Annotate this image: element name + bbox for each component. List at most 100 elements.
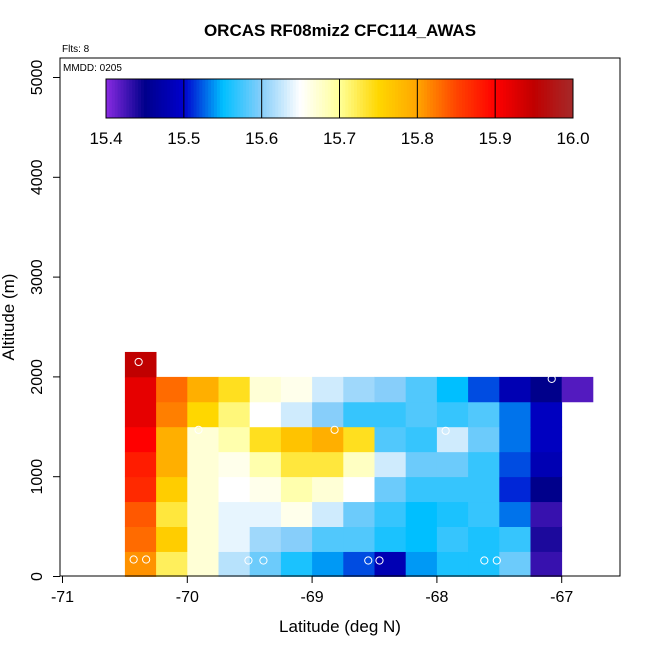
colorbar-swatch bbox=[316, 79, 320, 118]
heatmap-cell bbox=[499, 551, 531, 577]
colorbar-swatch bbox=[249, 79, 253, 118]
colorbar-swatch bbox=[403, 79, 408, 118]
colorbar-swatch bbox=[351, 79, 355, 118]
colorbar-swatch bbox=[178, 79, 183, 118]
heatmap-cell bbox=[187, 376, 219, 403]
colorbar-swatch bbox=[114, 79, 119, 118]
heatmap-cell bbox=[312, 501, 344, 527]
heatmap-cell bbox=[187, 551, 219, 577]
colorbar-swatch bbox=[199, 79, 203, 118]
heatmap-cell bbox=[249, 526, 282, 552]
heatmap-cell bbox=[249, 551, 282, 577]
heatmap-cell bbox=[312, 451, 344, 478]
heatmap-cell bbox=[187, 476, 219, 503]
colorbar-swatch bbox=[389, 79, 393, 118]
colorbar-swatch bbox=[126, 79, 130, 118]
heatmap-cell bbox=[124, 376, 157, 403]
colorbar-swatch bbox=[432, 79, 437, 118]
colorbar-tick-label: 15.5 bbox=[167, 129, 200, 148]
heatmap-cell bbox=[156, 376, 188, 403]
y-tick-label: 2000 bbox=[29, 359, 46, 395]
heatmap-cell bbox=[343, 451, 375, 478]
colorbar-tick-label: 15.7 bbox=[323, 129, 356, 148]
heatmap-cell bbox=[468, 526, 500, 552]
x-axis-label: Latitude (deg N) bbox=[279, 617, 401, 636]
colorbar-swatch bbox=[190, 79, 195, 118]
heatmap-cell bbox=[561, 376, 594, 403]
heatmap-cell bbox=[156, 451, 188, 478]
colorbar-swatch bbox=[543, 79, 548, 118]
chart-title: ORCAS RF08miz2 CFC114_AWAS bbox=[204, 21, 476, 40]
colorbar-swatch bbox=[298, 79, 303, 118]
colorbar-swatch bbox=[485, 79, 489, 118]
colorbar-swatch bbox=[450, 79, 454, 118]
heatmap-cell bbox=[468, 476, 500, 503]
colorbar-swatch bbox=[149, 79, 154, 118]
heatmap-cell bbox=[530, 401, 563, 428]
colorbar-swatch bbox=[146, 79, 151, 118]
colorbar-swatch bbox=[561, 79, 565, 118]
heatmap-cell bbox=[343, 376, 375, 403]
heatmap-cell bbox=[499, 526, 531, 552]
colorbar-swatch bbox=[508, 79, 513, 118]
colorbar-swatch bbox=[176, 79, 180, 118]
heatmap-cell bbox=[124, 551, 157, 577]
colorbar-swatch bbox=[427, 79, 431, 118]
heatmap-cell bbox=[405, 551, 438, 577]
colorbar-swatch bbox=[564, 79, 568, 118]
heatmap-cell bbox=[499, 476, 531, 503]
colorbar-swatch bbox=[117, 79, 122, 118]
x-axis: -71 -70 -69 -68 -67 bbox=[51, 575, 573, 606]
heatmap-cell bbox=[187, 501, 219, 527]
heatmap-cell bbox=[156, 426, 188, 453]
colorbar-swatch bbox=[257, 79, 262, 118]
colorbar-swatch bbox=[470, 79, 475, 118]
colorbar-tick-label: 15.6 bbox=[245, 129, 278, 148]
heatmap-cell bbox=[343, 426, 375, 453]
colorbar-swatch bbox=[505, 79, 510, 118]
heatmap-cell bbox=[156, 526, 188, 552]
colorbar-swatch bbox=[345, 79, 349, 118]
colorbar-swatch bbox=[409, 79, 413, 118]
colorbar-swatch bbox=[482, 79, 486, 118]
heatmap-cell bbox=[436, 501, 469, 527]
heatmap-cell bbox=[405, 376, 438, 403]
heatmap-cell bbox=[343, 501, 375, 527]
heatmap-cell bbox=[499, 376, 531, 403]
colorbar-swatch bbox=[272, 79, 276, 118]
heatmap-cell bbox=[218, 501, 251, 527]
y-tick-label: 5000 bbox=[29, 60, 46, 96]
colorbar-swatch bbox=[231, 79, 235, 118]
colorbar-swatch bbox=[354, 79, 358, 118]
colorbar-swatch bbox=[205, 79, 209, 118]
heatmap-cell bbox=[218, 526, 251, 552]
heatmap-cell bbox=[187, 451, 219, 478]
heatmap-cell bbox=[405, 526, 438, 552]
colorbar-swatch bbox=[251, 79, 256, 118]
heatmap-cell bbox=[124, 426, 157, 453]
colorbar-swatch bbox=[380, 79, 384, 118]
colorbar-swatch bbox=[292, 79, 297, 118]
sample-point bbox=[547, 374, 556, 383]
heatmap-cell bbox=[312, 526, 344, 552]
flights-note: Flts: 8 bbox=[62, 44, 90, 55]
colorbar-swatch bbox=[491, 79, 495, 118]
heatmap-cell bbox=[124, 401, 157, 428]
colorbar-swatch bbox=[161, 79, 165, 118]
x-tick-label: -68 bbox=[425, 589, 448, 606]
heatmap-cell bbox=[436, 401, 469, 428]
x-tick-label: -70 bbox=[176, 589, 199, 606]
colorbar-swatch bbox=[447, 79, 451, 118]
colorbar-tick-label: 15.9 bbox=[479, 129, 512, 148]
colorbar-swatch bbox=[202, 79, 206, 118]
colorbar-swatch bbox=[278, 79, 282, 118]
sample-point bbox=[480, 556, 489, 565]
colorbar-tick-label: 15.4 bbox=[89, 129, 122, 148]
colorbar-swatch bbox=[155, 79, 160, 118]
colorbar-swatch bbox=[357, 79, 361, 118]
colorbar-swatch bbox=[143, 79, 148, 118]
colorbar-swatch bbox=[260, 79, 265, 118]
colorbar-swatch bbox=[164, 79, 168, 118]
heatmap-cell bbox=[218, 426, 251, 453]
heatmap-cell bbox=[280, 426, 313, 453]
